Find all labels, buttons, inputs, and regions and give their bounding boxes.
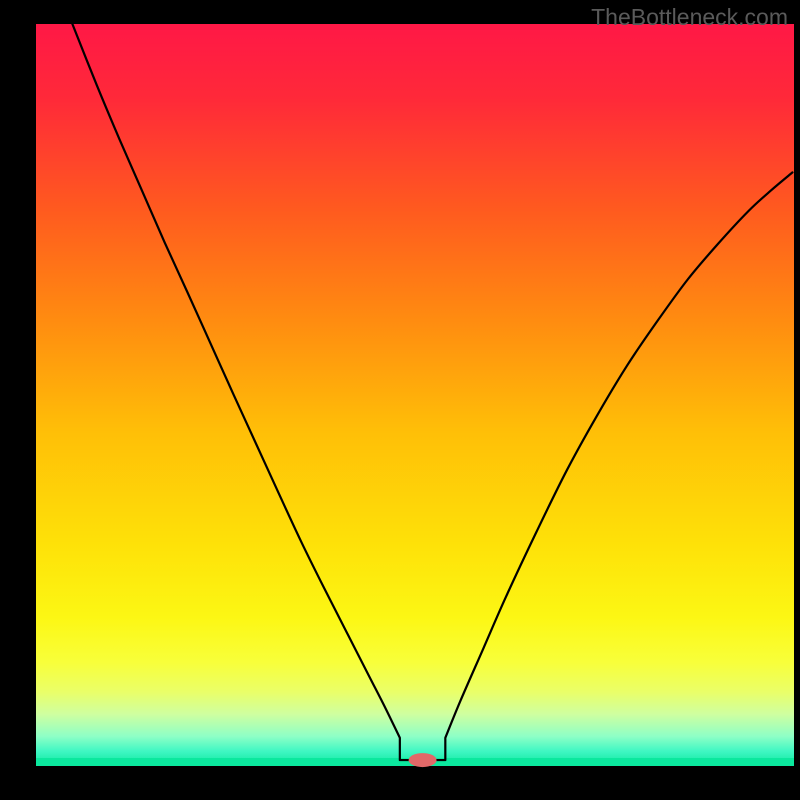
watermark-text: TheBottleneck.com xyxy=(591,4,788,31)
chart-gradient-background xyxy=(36,24,794,766)
optimal-marker xyxy=(409,753,437,767)
chart-svg xyxy=(0,0,800,800)
bottleneck-chart: TheBottleneck.com xyxy=(0,0,800,800)
